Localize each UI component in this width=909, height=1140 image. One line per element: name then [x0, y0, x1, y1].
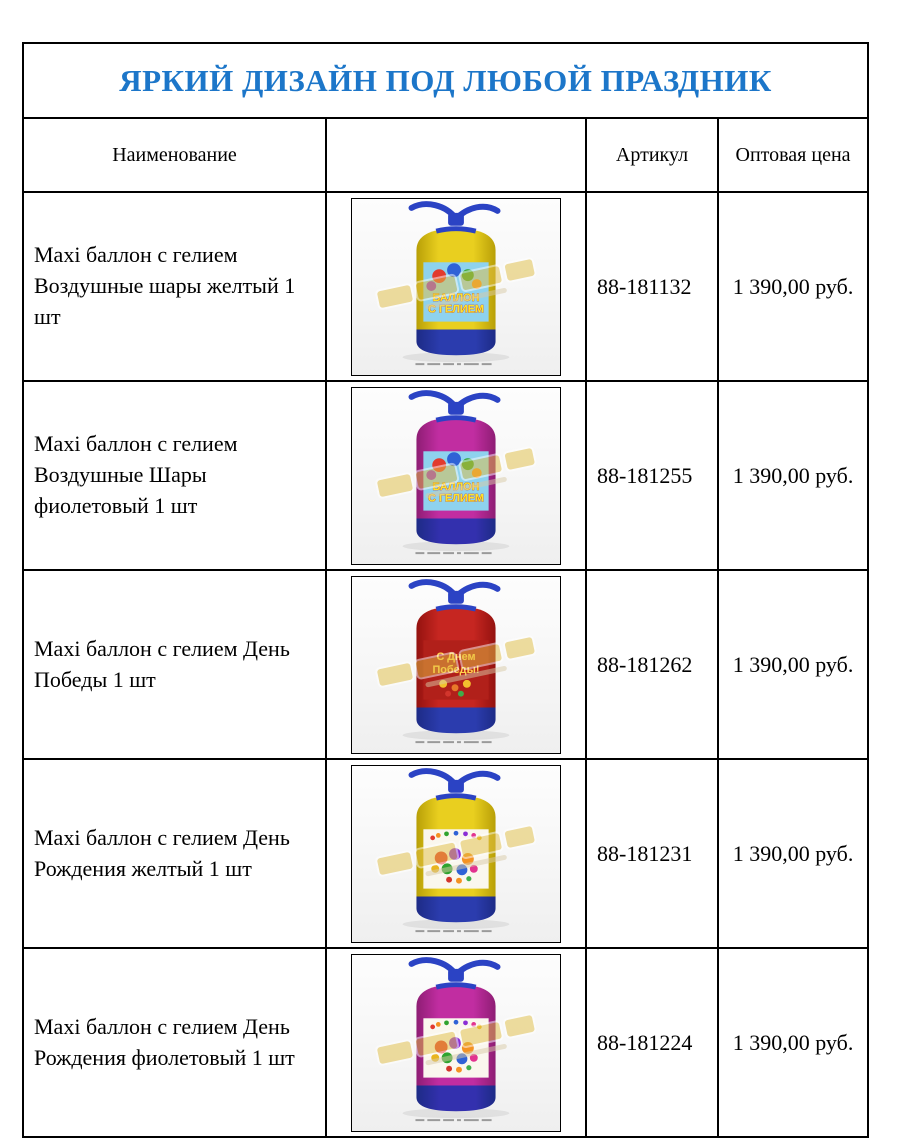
product-sku: 88-181231 [585, 758, 719, 949]
product-image: БАЛЛОН С ГЕЛИЕМ [351, 197, 561, 376]
column-header-name: Наименование [22, 117, 327, 193]
product-price: 1 390,00 руб. [716, 569, 870, 760]
table-row: Maxi баллон с гелием Воздушные Шары фиол… [22, 380, 870, 571]
product-price: 1 390,00 руб. [716, 191, 870, 382]
product-price: 1 390,00 руб. [716, 947, 870, 1138]
product-name: Maxi баллон с гелием День Победы 1 шт [22, 569, 327, 760]
page-title: ЯРКИЙ ДИЗАЙН ПОД ЛЮБОЙ ПРАЗДНИК [21, 42, 870, 119]
product-sku: 88-181262 [585, 569, 719, 760]
product-image [351, 764, 561, 943]
image-fineprint [415, 740, 492, 743]
product-sku: 88-181224 [585, 947, 719, 1138]
product-price: 1 390,00 руб. [716, 758, 870, 949]
product-image-cell: БАЛЛОН С ГЕЛИЕМ [325, 191, 587, 382]
column-header-price: Оптовая цена [716, 117, 870, 193]
product-image: С ДнемПобеды! [351, 575, 561, 754]
table-row: Maxi баллон с гелием Воздушные шары желт… [22, 191, 870, 382]
product-image-cell: С ДнемПобеды! [325, 569, 587, 760]
column-header-row: Наименование Артикул Оптовая цена [22, 117, 870, 193]
product-image-cell [325, 758, 587, 949]
product-image: БАЛЛОН С ГЕЛИЕМ [351, 386, 561, 565]
product-rows: Maxi баллон с гелием Воздушные шары желт… [22, 191, 870, 1138]
image-fineprint [415, 929, 492, 932]
image-fineprint [415, 362, 492, 365]
product-image-cell: БАЛЛОН С ГЕЛИЕМ [325, 380, 587, 571]
product-catalog-table: ЯРКИЙ ДИЗАЙН ПОД ЛЮБОЙ ПРАЗДНИК Наименов… [21, 42, 870, 1138]
table-row: Maxi баллон с гелием День Рождения желты… [22, 758, 870, 949]
product-price: 1 390,00 руб. [716, 380, 870, 571]
image-fineprint [415, 551, 492, 554]
product-sku: 88-181255 [585, 380, 719, 571]
title-row: ЯРКИЙ ДИЗАЙН ПОД ЛЮБОЙ ПРАЗДНИК [21, 42, 870, 119]
product-name: Maxi баллон с гелием День Рождения фиоле… [22, 947, 327, 1138]
product-name: Maxi баллон с гелием Воздушные Шары фиол… [22, 380, 327, 571]
product-name: Maxi баллон с гелием День Рождения желты… [22, 758, 327, 949]
table-row: Maxi баллон с гелием День Рождения фиоле… [22, 947, 870, 1138]
image-fineprint [415, 1118, 492, 1121]
svg-text:С ГЕЛИЕМ: С ГЕЛИЕМ [428, 492, 484, 504]
product-name: Maxi баллон с гелием Воздушные шары желт… [22, 191, 327, 382]
product-sku: 88-181132 [585, 191, 719, 382]
svg-text:С ГЕЛИЕМ: С ГЕЛИЕМ [428, 303, 484, 315]
table-row: Maxi баллон с гелием День Победы 1 шт С … [22, 569, 870, 760]
column-header-image [325, 117, 587, 193]
column-header-sku: Артикул [585, 117, 719, 193]
product-image-cell [325, 947, 587, 1138]
product-image [351, 953, 561, 1132]
